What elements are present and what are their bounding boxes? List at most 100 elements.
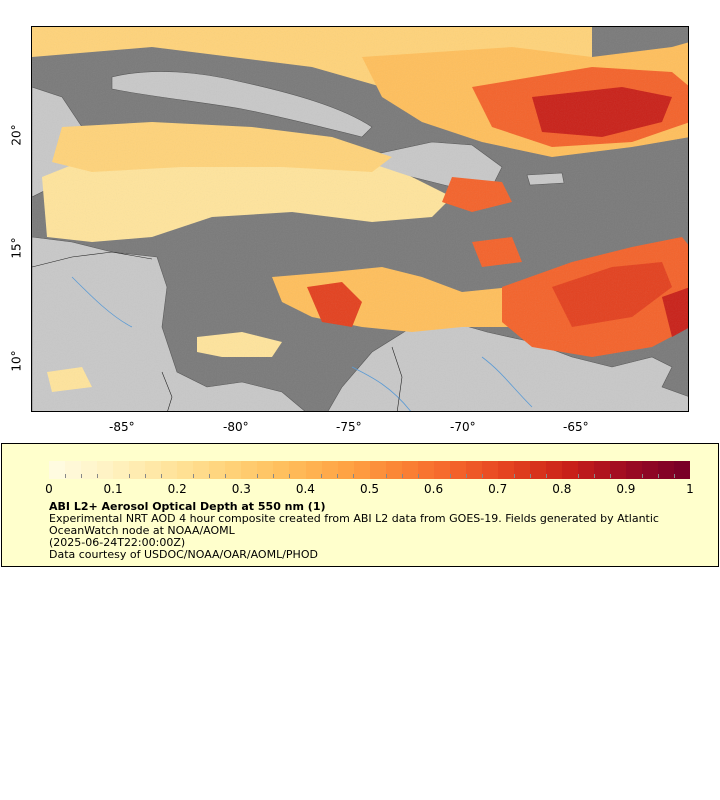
colorbar-minor-tick [593, 474, 595, 478]
colorbar [49, 461, 691, 479]
colorbar-tick-label: 0.5 [359, 482, 380, 496]
colorbar-tick-label: 0.1 [103, 482, 123, 496]
colorbar-minor-tick [609, 474, 611, 478]
colorbar-swatch [321, 461, 338, 479]
y-tick-label: 20° [9, 124, 24, 146]
colorbar-swatch [417, 461, 434, 479]
colorbar-minor-tick [145, 474, 147, 478]
colorbar-minor-tick [545, 474, 547, 478]
x-tick-label: -80° [223, 420, 249, 434]
y-tick-label: 10° [9, 350, 24, 372]
colorbar-minor-tick [161, 474, 163, 478]
colorbar-swatch [225, 461, 242, 479]
colorbar-minor-tick [417, 474, 419, 478]
river-1 [351, 366, 411, 411]
colorbar-minor-tick [225, 474, 227, 478]
colorbar-swatch [49, 461, 66, 479]
x-tick-label: -65° [563, 420, 589, 434]
colorbar-swatch [433, 461, 450, 479]
colorbar-swatch [97, 461, 114, 479]
colorbar-swatch [209, 461, 226, 479]
colorbar-minor-tick [577, 474, 579, 478]
colorbar-tick-label: 0.8 [552, 482, 572, 496]
colorbar-minor-tick [385, 474, 387, 478]
colorbar-minor-tick [257, 474, 259, 478]
x-tick-label: -75° [336, 420, 362, 434]
colorbar-minor-tick [337, 474, 339, 478]
colorbar-swatch [353, 461, 370, 479]
colorbar-tick-label: 0.9 [616, 482, 636, 496]
colorbar-swatch [642, 461, 659, 479]
colorbar-minor-tick [129, 474, 131, 478]
colorbar-swatch [81, 461, 98, 479]
colorbar-swatch [145, 461, 162, 479]
colorbar-minor-tick [529, 474, 531, 478]
legend-title: ABI L2+ Aerosol Optical Depth at 550 nm … [49, 500, 326, 513]
river-2 [481, 356, 533, 408]
river-3 [71, 276, 133, 328]
colorbar-minor-tick [465, 474, 467, 478]
legend-description: Experimental NRT AOD 4 hour composite cr… [49, 512, 659, 537]
legend-timestamp: (2025-06-24T22:00:00Z) [49, 536, 186, 549]
colorbar-swatch [305, 461, 322, 479]
colorbar-swatch [369, 461, 386, 479]
colorbar-minor-tick [97, 474, 99, 478]
colorbar-tick-label: 1 [686, 482, 694, 496]
colorbar-swatch [610, 461, 627, 479]
colorbar-minor-tick [449, 474, 451, 478]
colorbar-swatch [513, 461, 530, 479]
colorbar-swatch [529, 461, 546, 479]
colorbar-swatch [626, 461, 643, 479]
colorbar-swatch [481, 461, 498, 479]
colorbar-swatch [257, 461, 274, 479]
border-2 [161, 371, 173, 411]
colorbar-swatch [674, 461, 691, 479]
colorbar-swatch [177, 461, 194, 479]
colorbar-minor-tick [65, 474, 67, 478]
colorbar-tick-label: 0 [45, 482, 53, 496]
colorbar-minor-tick [657, 474, 659, 478]
colorbar-minor-tick [481, 474, 483, 478]
border-1 [32, 251, 153, 268]
colorbar-minor-tick [401, 474, 403, 478]
colorbar-swatch [658, 461, 675, 479]
colorbar-minor-tick [673, 474, 675, 478]
colorbar-minor-tick [289, 474, 291, 478]
rivers [71, 276, 533, 411]
colorbar-tick-label: 0.4 [295, 482, 315, 496]
colorbar-swatch [193, 461, 210, 479]
colorbar-tick-label: 0.7 [488, 482, 508, 496]
colorbar-swatch [594, 461, 611, 479]
colorbar-swatch [161, 461, 178, 479]
colorbar-minor-tick [641, 474, 643, 478]
x-tick-label: -85° [109, 420, 135, 434]
colorbar-minor-tick [321, 474, 323, 478]
colorbar-minor-tick [193, 474, 195, 478]
colorbar-swatch [113, 461, 130, 479]
colorbar-tick-label: 0.6 [424, 482, 444, 496]
colorbar-swatch [449, 461, 466, 479]
y-tick-label: 15° [9, 237, 24, 259]
legend-panel: ABI L2+ Aerosol Optical Depth at 550 nm … [1, 443, 719, 567]
aod-texture [32, 27, 688, 411]
colorbar-swatch [385, 461, 402, 479]
colorbar-minor-tick [209, 474, 211, 478]
aod-field [32, 27, 688, 411]
colorbar-swatch [273, 461, 290, 479]
colorbar-swatch [545, 461, 562, 479]
colorbar-swatch [337, 461, 354, 479]
country-borders [32, 251, 403, 411]
colorbar-swatch [241, 461, 258, 479]
colorbar-swatch [578, 461, 595, 479]
colorbar-minor-tick [81, 474, 83, 478]
colorbar-swatch [562, 461, 579, 479]
colorbar-swatch [289, 461, 306, 479]
colorbar-swatch [465, 461, 482, 479]
colorbar-minor-tick [273, 474, 275, 478]
colorbar-tick-label: 0.2 [167, 482, 187, 496]
x-tick-label: -70° [450, 420, 476, 434]
colorbar-swatch [129, 461, 146, 479]
colorbar-minor-tick [353, 474, 355, 478]
colorbar-minor-tick [513, 474, 515, 478]
map-panel [31, 26, 689, 412]
